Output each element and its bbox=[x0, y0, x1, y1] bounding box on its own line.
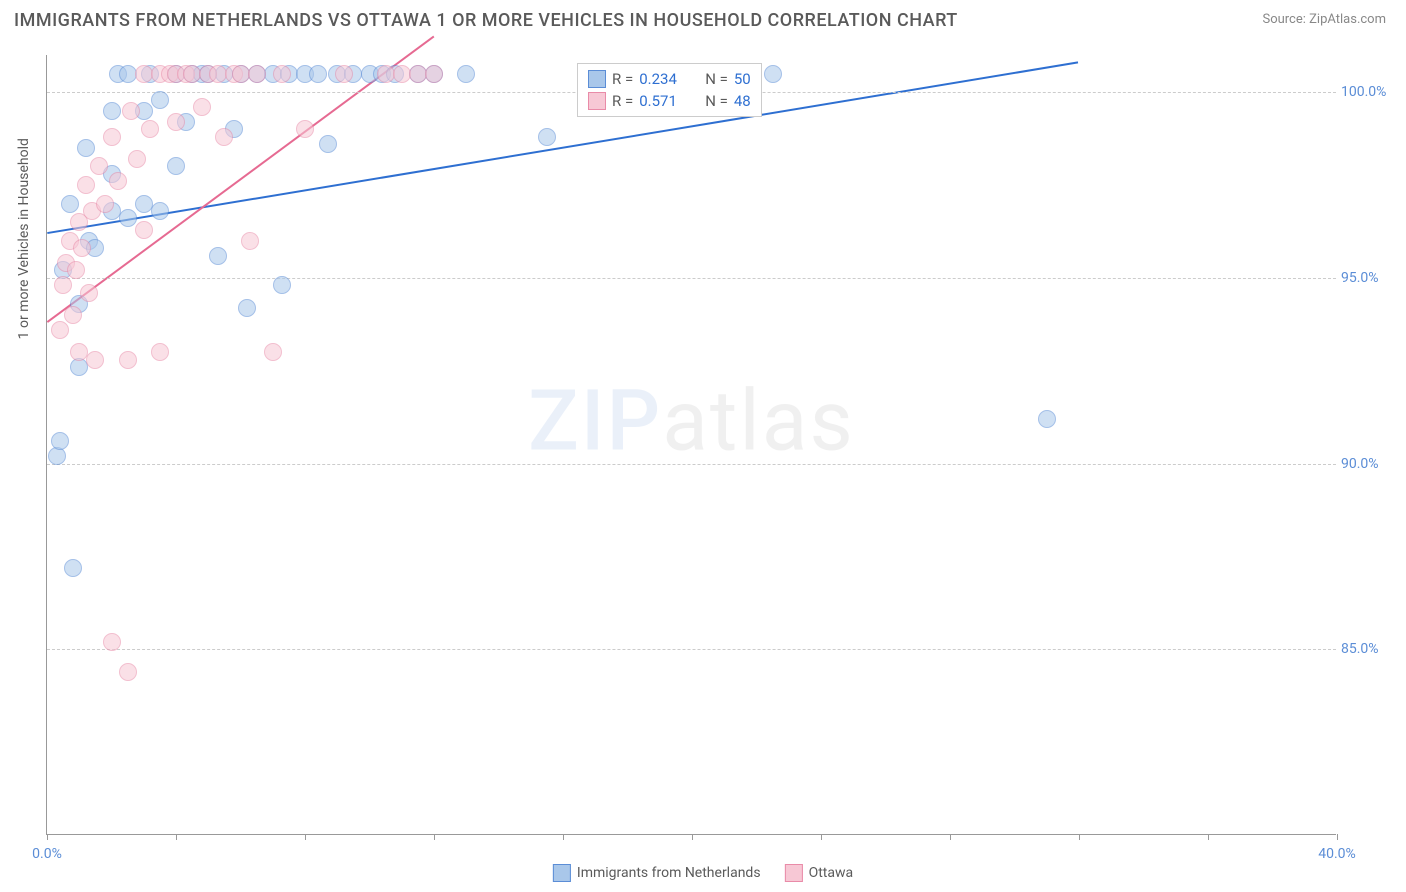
legend-r-value: 0.234 bbox=[639, 68, 689, 90]
legend-row: R = 0.571 N = 48 bbox=[588, 90, 751, 112]
legend-n-label: N = bbox=[705, 68, 728, 90]
scatter-point bbox=[51, 321, 69, 339]
x-tick-label: 0.0% bbox=[32, 846, 62, 862]
scatter-point bbox=[764, 65, 782, 83]
scatter-point bbox=[128, 150, 146, 168]
y-tick-label: 100.0% bbox=[1341, 84, 1396, 100]
legend-n-value: 48 bbox=[734, 90, 751, 112]
scatter-point bbox=[141, 120, 159, 138]
x-tick bbox=[305, 834, 306, 840]
scatter-point bbox=[103, 128, 121, 146]
legend-bottom-item: Immigrants from Netherlands bbox=[553, 864, 761, 882]
x-tick bbox=[950, 834, 951, 840]
legend-n-value: 50 bbox=[734, 68, 751, 90]
x-tick bbox=[47, 834, 48, 840]
y-axis-label: 1 or more Vehicles in Household bbox=[16, 138, 32, 339]
y-tick-label: 95.0% bbox=[1341, 270, 1396, 286]
y-tick-label: 90.0% bbox=[1341, 456, 1396, 472]
scatter-point bbox=[80, 284, 98, 302]
source-label: Source: ZipAtlas.com bbox=[1262, 12, 1386, 27]
legend-bottom-label: Ottawa bbox=[809, 865, 854, 881]
scatter-point bbox=[457, 65, 475, 83]
x-tick bbox=[692, 834, 693, 840]
scatter-point bbox=[335, 65, 353, 83]
x-tick-label: 40.0% bbox=[1318, 846, 1356, 862]
scatter-point bbox=[538, 128, 556, 146]
scatter-point bbox=[67, 261, 85, 279]
gridline-horizontal bbox=[47, 464, 1336, 465]
scatter-point bbox=[77, 176, 95, 194]
chart-title: IMMIGRANTS FROM NETHERLANDS VS OTTAWA 1 … bbox=[14, 10, 958, 31]
x-tick bbox=[1079, 834, 1080, 840]
legend-swatch bbox=[588, 70, 606, 88]
plot-area: ZIPatlas 85.0%90.0%95.0%100.0%0.0%40.0%R… bbox=[46, 55, 1336, 835]
legend-n-label: N = bbox=[705, 90, 728, 112]
legend-row: R = 0.234 N = 50 bbox=[588, 68, 751, 90]
trendline bbox=[47, 62, 1078, 233]
legend-r-value: 0.571 bbox=[639, 90, 689, 112]
legend-swatch bbox=[588, 92, 606, 110]
scatter-point bbox=[122, 102, 140, 120]
scatter-point bbox=[273, 65, 291, 83]
gridline-horizontal bbox=[47, 278, 1336, 279]
scatter-point bbox=[103, 102, 121, 120]
y-tick-label: 85.0% bbox=[1341, 641, 1396, 657]
legend-r-label: R = bbox=[612, 90, 633, 112]
scatter-point bbox=[90, 157, 108, 175]
legend-swatch bbox=[785, 864, 803, 882]
scatter-point bbox=[96, 195, 114, 213]
scatter-point bbox=[51, 432, 69, 450]
scatter-point bbox=[425, 65, 443, 83]
scatter-point bbox=[167, 113, 185, 131]
scatter-point bbox=[167, 157, 185, 175]
scatter-point bbox=[193, 98, 211, 116]
scatter-point bbox=[151, 91, 169, 109]
watermark-zip: ZIP bbox=[528, 372, 662, 471]
legend-bottom: Immigrants from Netherlands Ottawa bbox=[553, 864, 853, 882]
scatter-point bbox=[309, 65, 327, 83]
scatter-point bbox=[238, 299, 256, 317]
scatter-point bbox=[119, 351, 137, 369]
x-tick bbox=[563, 834, 564, 840]
scatter-point bbox=[135, 221, 153, 239]
scatter-point bbox=[119, 663, 137, 681]
scatter-point bbox=[209, 247, 227, 265]
correlation-chart: IMMIGRANTS FROM NETHERLANDS VS OTTAWA 1 … bbox=[0, 0, 1406, 892]
scatter-point bbox=[296, 120, 314, 138]
scatter-point bbox=[119, 209, 137, 227]
x-tick bbox=[176, 834, 177, 840]
scatter-point bbox=[73, 239, 91, 257]
scatter-point bbox=[273, 276, 291, 294]
scatter-point bbox=[64, 559, 82, 577]
scatter-point bbox=[54, 276, 72, 294]
x-tick bbox=[1337, 834, 1338, 840]
scatter-point bbox=[64, 306, 82, 324]
scatter-point bbox=[215, 128, 233, 146]
scatter-point bbox=[77, 139, 95, 157]
x-tick bbox=[1208, 834, 1209, 840]
legend-correlation-box: R = 0.234 N = 50 R = 0.571 N = 48 bbox=[577, 63, 762, 117]
scatter-point bbox=[264, 343, 282, 361]
trendlines-layer bbox=[47, 55, 1336, 834]
scatter-point bbox=[1038, 410, 1056, 428]
legend-bottom-item: Ottawa bbox=[785, 864, 854, 882]
legend-swatch bbox=[553, 864, 571, 882]
scatter-point bbox=[248, 65, 266, 83]
watermark: ZIPatlas bbox=[528, 372, 855, 471]
scatter-point bbox=[319, 135, 337, 153]
scatter-point bbox=[86, 351, 104, 369]
scatter-point bbox=[103, 633, 121, 651]
scatter-point bbox=[151, 202, 169, 220]
watermark-atlas: atlas bbox=[662, 372, 855, 471]
legend-r-label: R = bbox=[612, 68, 633, 90]
scatter-point bbox=[61, 195, 79, 213]
gridline-horizontal bbox=[47, 649, 1336, 650]
x-tick bbox=[821, 834, 822, 840]
x-tick bbox=[434, 834, 435, 840]
scatter-point bbox=[109, 172, 127, 190]
legend-bottom-label: Immigrants from Netherlands bbox=[577, 865, 761, 881]
scatter-point bbox=[151, 343, 169, 361]
scatter-point bbox=[241, 232, 259, 250]
